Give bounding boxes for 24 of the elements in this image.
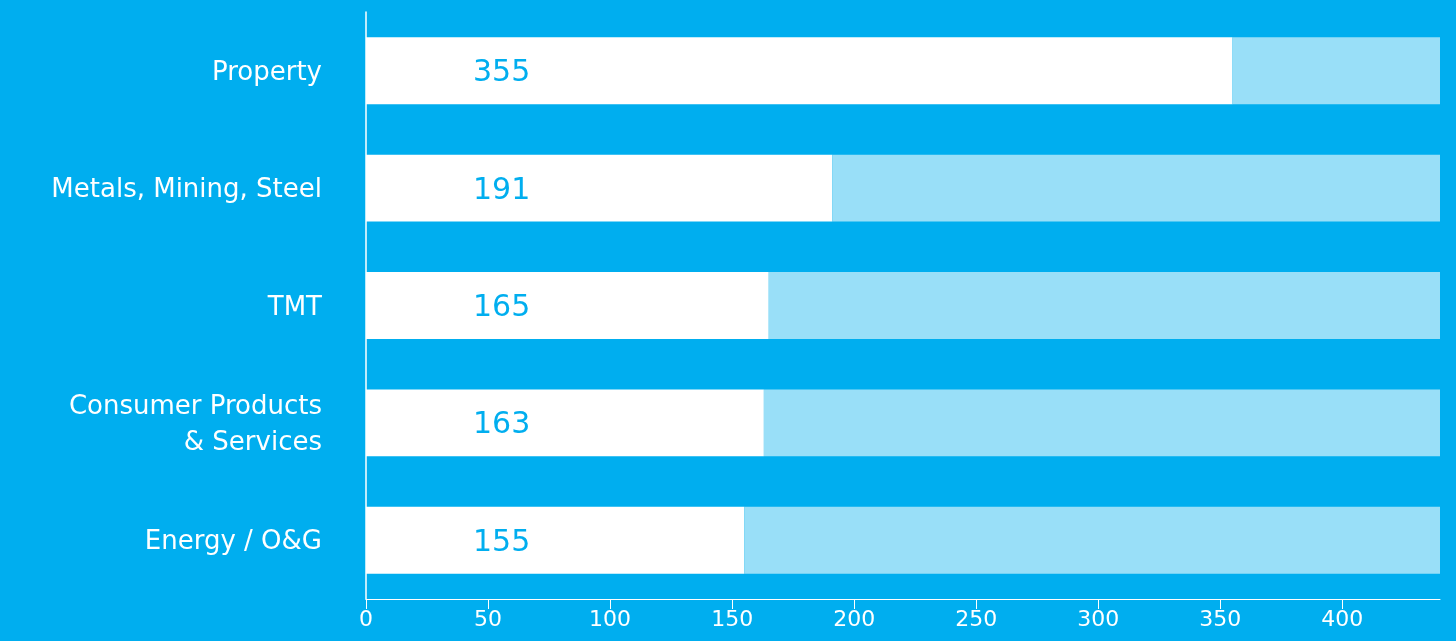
x-tick-label: 300 (1077, 605, 1120, 631)
data-label: 191 (473, 170, 531, 206)
y-tick-label: Property (211, 55, 322, 86)
data-label: 355 (473, 53, 531, 89)
y-tick-label: Metals, Mining, Steel (51, 173, 322, 204)
x-tick-label: 100 (589, 605, 632, 631)
x-tick-label: 400 (1321, 605, 1364, 631)
bar (744, 506, 1440, 574)
x-tick-label: 0 (359, 605, 373, 631)
data-label: 165 (473, 288, 531, 323)
x-tick-label: 200 (833, 605, 876, 631)
x-tick-label: 150 (711, 605, 754, 631)
bar (763, 389, 1440, 457)
bar (1232, 37, 1440, 105)
x-tick-label: 250 (955, 605, 998, 631)
y-tick-label: Energy / O&G (144, 525, 322, 556)
y-tick-label: Consumer Products & Services (68, 389, 322, 456)
bar (768, 272, 1440, 339)
bar (832, 154, 1440, 222)
y-tick-label: TMT (266, 290, 323, 321)
data-label: 163 (473, 405, 531, 441)
x-tick-label: 50 (474, 605, 503, 631)
x-tick-label: 350 (1199, 605, 1242, 631)
data-label: 155 (473, 522, 531, 558)
